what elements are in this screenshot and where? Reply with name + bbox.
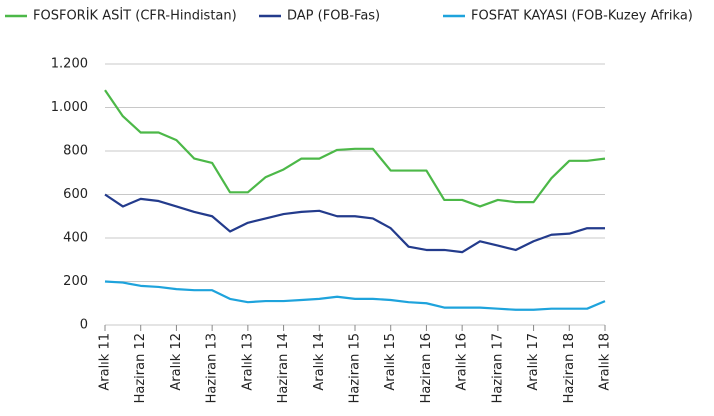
x-tick-label: Aralık 18	[598, 333, 613, 391]
x-tick-label: Haziran 15	[348, 333, 363, 403]
x-tick-label: Aralık 16	[455, 333, 470, 391]
y-tick-label: 0	[80, 318, 88, 333]
x-tick-label: Haziran 12	[133, 333, 148, 403]
x-tick-label: Aralık 12	[169, 333, 184, 391]
x-tick-label: Haziran 14	[276, 333, 291, 403]
y-tick-label: 600	[63, 187, 88, 202]
x-tick-label: Haziran 16	[419, 333, 434, 403]
y-tick-label: 1.200	[51, 57, 88, 72]
legend-label: FOSFORİK ASİT (CFR-Hindistan)	[33, 8, 237, 24]
x-tick-label: Haziran 17	[490, 333, 505, 403]
series-line	[104, 193, 605, 254]
x-tick-label: Aralık 15	[383, 333, 398, 391]
series-line	[104, 280, 606, 311]
x-tick-label: Aralık 14	[312, 333, 327, 391]
x-tick-label: Haziran 13	[205, 333, 220, 403]
legend-label: FOSFAT KAYASI (FOB-Kuzey Afrika)	[471, 9, 693, 24]
y-tick-label: 400	[63, 231, 88, 246]
y-tick-label: 800	[63, 144, 88, 159]
legend-label: DAP (FOB-Fas)	[287, 9, 380, 24]
y-tick-label: 1.000	[51, 100, 88, 115]
series-line	[104, 89, 606, 208]
x-tick-label: Aralık 13	[240, 333, 255, 391]
x-tick-label: Haziran 18	[562, 333, 577, 403]
x-tick-label: Aralık 17	[526, 333, 541, 391]
y-tick-label: 200	[63, 274, 88, 289]
x-tick-label: Aralık 11	[98, 333, 113, 391]
